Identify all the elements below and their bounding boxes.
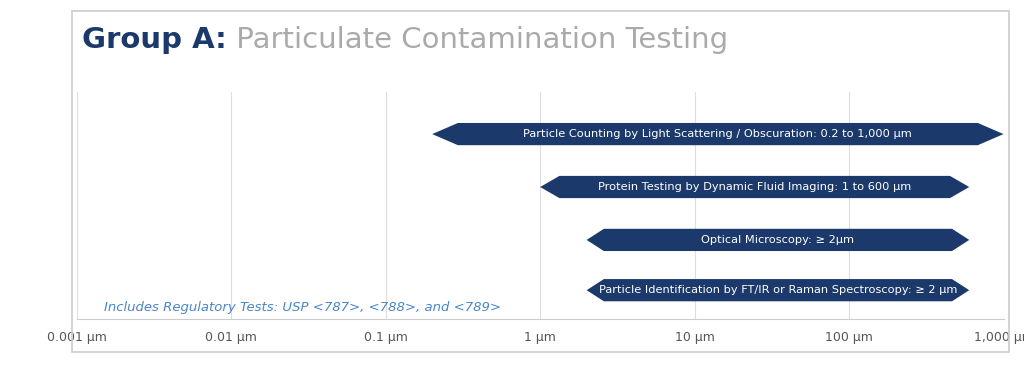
Text: Particle Identification by FT/IR or Raman Spectroscopy: ≥ 2 μm: Particle Identification by FT/IR or Rama… (599, 285, 957, 295)
Polygon shape (587, 229, 970, 251)
Polygon shape (587, 279, 970, 301)
Polygon shape (432, 123, 1004, 145)
Text: Includes Regulatory Tests: USP <787>, <788>, and <789>: Includes Regulatory Tests: USP <787>, <7… (104, 301, 501, 314)
Text: Particle Counting by Light Scattering / Obscuration: 0.2 to 1,000 μm: Particle Counting by Light Scattering / … (523, 129, 912, 139)
Text: Optical Microscopy: ≥ 2μm: Optical Microscopy: ≥ 2μm (701, 235, 854, 245)
Text: Protein Testing by Dynamic Fluid Imaging: 1 to 600 μm: Protein Testing by Dynamic Fluid Imaging… (598, 182, 911, 192)
Text: Group A:: Group A: (82, 26, 226, 54)
Polygon shape (541, 176, 970, 198)
Text: Particulate Contamination Testing: Particulate Contamination Testing (226, 26, 728, 54)
